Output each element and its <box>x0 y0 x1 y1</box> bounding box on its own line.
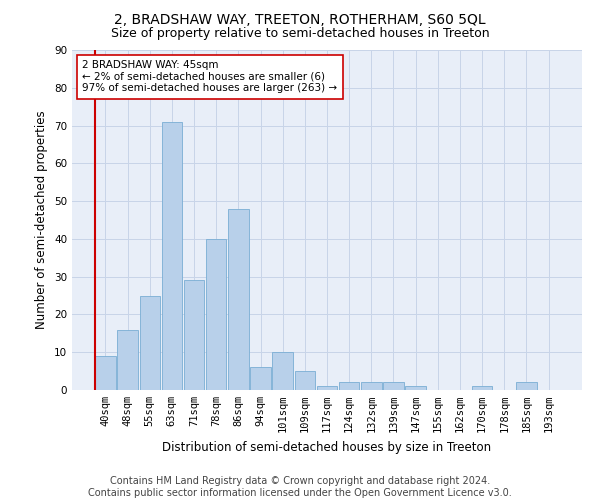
Bar <box>250 368 271 390</box>
Bar <box>206 239 226 390</box>
Bar <box>95 356 116 390</box>
X-axis label: Distribution of semi-detached houses by size in Treeton: Distribution of semi-detached houses by … <box>163 440 491 454</box>
Text: Size of property relative to semi-detached houses in Treeton: Size of property relative to semi-detach… <box>110 28 490 40</box>
Bar <box>228 208 248 390</box>
Bar <box>472 386 493 390</box>
Bar <box>317 386 337 390</box>
Text: 2 BRADSHAW WAY: 45sqm
← 2% of semi-detached houses are smaller (6)
97% of semi-d: 2 BRADSHAW WAY: 45sqm ← 2% of semi-detac… <box>82 60 337 94</box>
Bar <box>184 280 204 390</box>
Bar <box>406 386 426 390</box>
Bar <box>272 352 293 390</box>
Y-axis label: Number of semi-detached properties: Number of semi-detached properties <box>35 110 49 330</box>
Bar <box>118 330 138 390</box>
Bar <box>383 382 404 390</box>
Bar <box>295 371 315 390</box>
Bar <box>161 122 182 390</box>
Text: Contains HM Land Registry data © Crown copyright and database right 2024.
Contai: Contains HM Land Registry data © Crown c… <box>88 476 512 498</box>
Bar <box>516 382 536 390</box>
Text: 2, BRADSHAW WAY, TREETON, ROTHERHAM, S60 5QL: 2, BRADSHAW WAY, TREETON, ROTHERHAM, S60… <box>114 12 486 26</box>
Bar <box>140 296 160 390</box>
Bar <box>339 382 359 390</box>
Bar <box>361 382 382 390</box>
